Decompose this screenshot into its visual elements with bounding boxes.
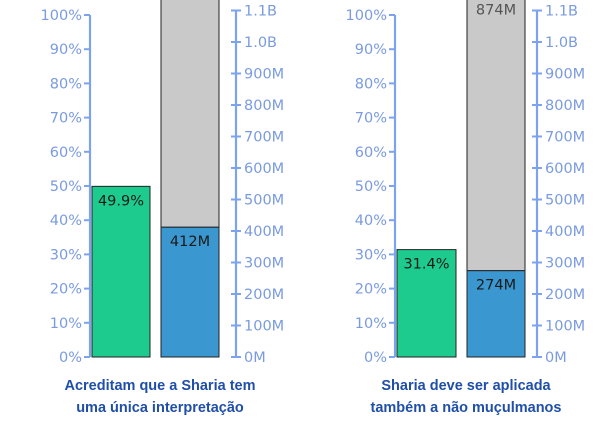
right-axis-tick-label: 1.1B: [244, 4, 277, 20]
percent-bar: [396, 249, 457, 358]
left-axis-tick-label: 10%: [50, 316, 82, 332]
stacked-bar-top-label: 874M: [476, 2, 516, 18]
left-axis-tick-label: 70%: [50, 111, 82, 127]
chart-caption-line: Sharia deve ser aplicada: [381, 378, 551, 394]
stacked-bar-top-segment: [160, 0, 220, 228]
right-axis-tick-label: 500M: [244, 193, 284, 209]
left-axis-tick-label: 70%: [355, 111, 387, 127]
stacked-bar-bottom-label: 274M: [476, 278, 516, 294]
left-axis-tick-label: 20%: [355, 282, 387, 298]
right-axis-tick-label: 700M: [244, 130, 284, 146]
chart-caption-line: uma única interpretação: [76, 400, 244, 416]
left-axis-tick-label: 100%: [346, 8, 387, 24]
left-axis-tick-label: 80%: [355, 76, 387, 92]
right-axis-tick-label: 600M: [545, 161, 585, 177]
right-axis-tick-label: 200M: [545, 287, 585, 303]
percent-bar-label: 31.4%: [403, 257, 449, 273]
left-axis-tick-label: 0%: [59, 350, 82, 366]
right-axis-tick-label: 200M: [244, 287, 284, 303]
right-axis-tick-label: 1.0B: [244, 35, 277, 51]
left-axis-tick-label: 10%: [355, 316, 387, 332]
right-axis-tick-label: 900M: [244, 67, 284, 83]
left-axis-tick-label: 80%: [50, 76, 82, 92]
right-axis-tick-label: 1.1B: [545, 4, 578, 20]
right-axis-tick-label: 700M: [545, 130, 585, 146]
left-axis-tick-label: 20%: [50, 282, 82, 298]
right-axis-tick-label: 400M: [244, 224, 284, 240]
percent-bar-label: 49.9%: [98, 193, 144, 209]
right-axis-tick-label: 0M: [244, 350, 266, 366]
right-axis-tick-label: 100M: [244, 319, 284, 335]
left-axis-tick-label: 40%: [355, 213, 387, 229]
left-axis-tick-label: 0%: [364, 350, 387, 366]
chart-1: 0% 10% 20% 30% 40% 50% 60% 70% 80% 90% 100% 0M 100M 2…: [41, 0, 284, 416]
chart-caption-line: Acreditam que a Sharia tem: [65, 378, 256, 394]
left-axis-tick-label: 50%: [355, 179, 387, 195]
left-axis-tick-label: 60%: [355, 145, 387, 161]
left-axis-tick-label: 40%: [50, 213, 82, 229]
right-axis-tick-label: 300M: [244, 256, 284, 272]
left-axis-tick-label: 50%: [50, 179, 82, 195]
right-axis-tick-label: 600M: [244, 161, 284, 177]
stacked-bar-bottom-segment: [466, 270, 526, 358]
right-axis-tick-label: 500M: [545, 193, 585, 209]
left-axis-tick-label: 100%: [41, 8, 82, 24]
right-axis-tick-label: 800M: [545, 98, 585, 114]
left-axis-tick-label: 90%: [355, 42, 387, 58]
chart-2: 0% 10% 20% 30% 40% 50% 60% 70% 80% 90% 100% 0M 100M 2…: [346, 0, 585, 416]
left-axis-tick-label: 30%: [50, 247, 82, 263]
left-axis-tick-label: 90%: [50, 42, 82, 58]
right-axis-tick-label: 900M: [545, 67, 585, 83]
stacked-bar-top-segment: [466, 0, 526, 272]
chart-caption-line: também a não muçulmanos: [371, 400, 562, 416]
stacked-bar-bottom-segment: [160, 226, 220, 358]
left-axis-tick-label: 30%: [355, 247, 387, 263]
right-axis-tick-label: 1.0B: [545, 35, 578, 51]
right-axis-tick-label: 400M: [545, 224, 585, 240]
right-axis-tick-label: 0M: [545, 350, 567, 366]
right-axis-tick-label: 300M: [545, 256, 585, 272]
left-axis-tick-label: 60%: [50, 145, 82, 161]
stacked-bar-bottom-label: 412M: [170, 234, 210, 250]
right-axis-tick-label: 800M: [244, 98, 284, 114]
right-axis-tick-label: 100M: [545, 319, 585, 335]
percent-bar: [91, 185, 151, 358]
